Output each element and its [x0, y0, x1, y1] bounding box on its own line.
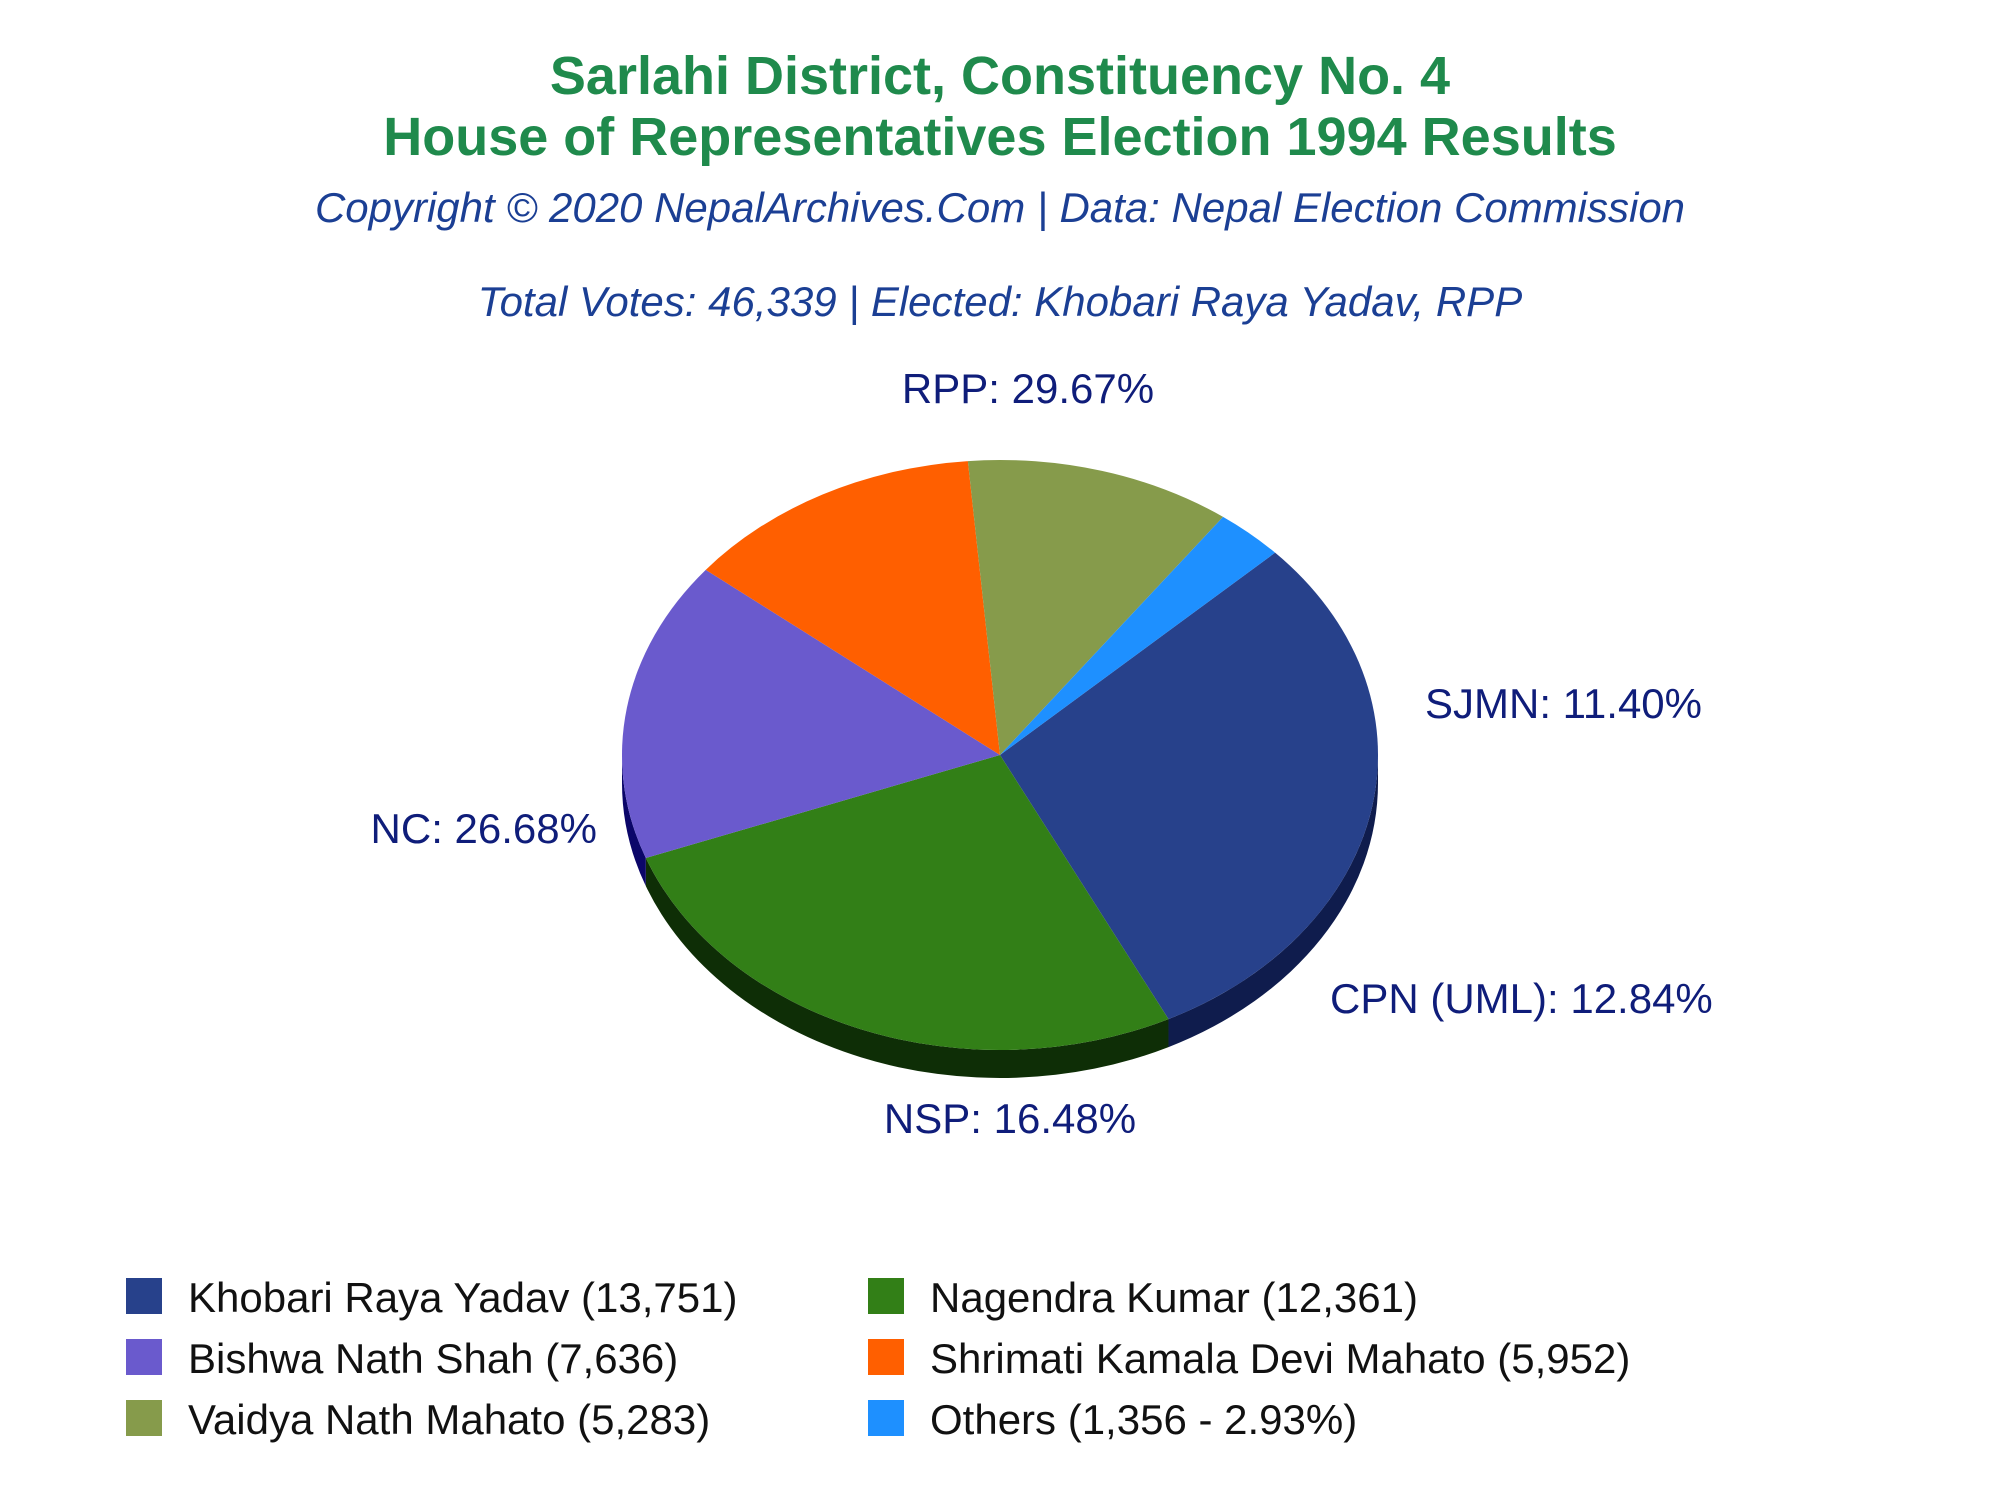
pie-slice	[1000, 552, 1378, 1020]
legend-label: Shrimati Kamala Devi Mahato (5,952)	[930, 1335, 1630, 1382]
legend-swatch	[868, 1339, 904, 1375]
legend-label: Khobari Raya Yadav (13,751)	[188, 1274, 737, 1321]
pie-slices	[621, 460, 1378, 1050]
pie-labels: RPP: 29.67% NC: 26.68% NSP: 16.48% CPN (UML…	[371, 365, 1713, 1142]
pie-slice-label: CPN (UML): 12.84%	[1330, 975, 1713, 1022]
pie-slice-side	[622, 755, 646, 887]
pie-slice-label: SJMN: 11.40%	[1425, 680, 1702, 727]
copyright-text: Copyright © 2020 NepalArchives.Com | Dat…	[315, 184, 1685, 232]
legend-swatch	[126, 1339, 162, 1375]
pie-slice-side	[1168, 755, 1378, 1048]
legend-label: Nagendra Kumar (12,361)	[930, 1274, 1418, 1321]
legend-swatch	[868, 1400, 904, 1436]
pie-slice-label: RPP: 29.67%	[902, 365, 1154, 412]
legend-label: Others (1,356 - 2.93%)	[930, 1396, 1357, 1443]
legend-swatch	[126, 1278, 162, 1314]
legend: Khobari Raya Yadav (13,751) Nagendra Kuma…	[126, 1274, 1630, 1443]
legend-label: Vaidya Nath Mahato (5,283)	[188, 1396, 710, 1443]
pie-slice	[967, 460, 1224, 755]
pie-slice-label: NSP: 16.48%	[884, 1095, 1136, 1142]
pie-slice	[1000, 516, 1276, 755]
legend-swatch	[126, 1400, 162, 1436]
chart-title: Sarlahi District, Constituency No. 4	[550, 46, 1450, 106]
summary-text: Total Votes: 46,339 | Elected: Khobari R…	[478, 278, 1522, 326]
pie-slice	[645, 755, 1169, 1050]
pie-slice	[621, 569, 1000, 859]
legend-label: Bishwa Nath Shah (7,636)	[188, 1335, 678, 1382]
pie-slice	[705, 461, 1000, 755]
pie-slice-side	[645, 858, 1169, 1078]
pie-3d-sides	[622, 755, 1378, 1078]
legend-swatch	[868, 1278, 904, 1314]
pie-slice-label: NC: 26.68%	[371, 805, 597, 852]
chart-subtitle: House of Representatives Election 1994 R…	[383, 107, 1616, 167]
